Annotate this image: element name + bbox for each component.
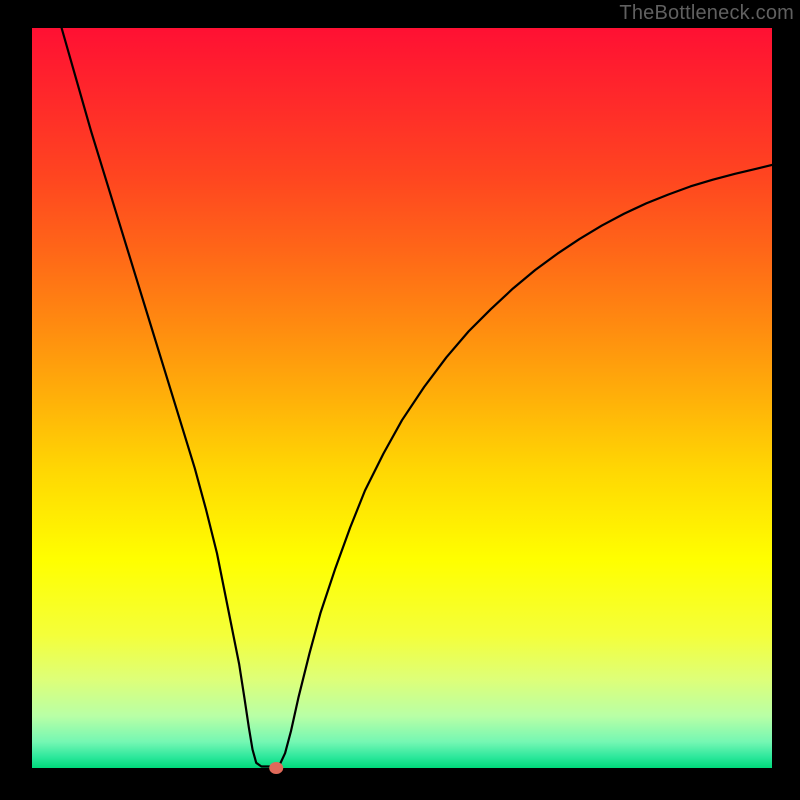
plot-background-gradient [32,28,772,768]
optimal-point-marker [269,762,283,774]
bottleneck-chart [0,0,800,800]
watermark-text: TheBottleneck.com [619,2,794,25]
